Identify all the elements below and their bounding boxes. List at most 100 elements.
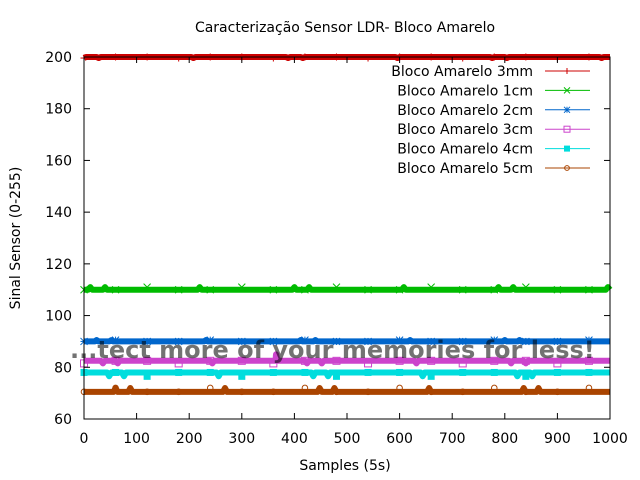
series-3-point: [585, 336, 593, 344]
series-4-point: [521, 356, 530, 365]
legend-entry: Bloco Amarelo 4cm: [397, 142, 590, 158]
series-1-point: [364, 54, 372, 62]
series-6-point: [143, 388, 151, 396]
x-tick-label: 0: [80, 431, 89, 447]
series-6-point: [554, 388, 561, 396]
legend-label: Bloco Amarelo 2cm: [397, 103, 533, 119]
x-axis-title: Samples (5s): [299, 458, 390, 474]
series-5-point: [364, 368, 372, 376]
x-tick-label: 100: [123, 431, 150, 447]
y-tick-label: 160: [45, 153, 72, 169]
series-5-point: [522, 372, 530, 380]
series-6-point: [112, 384, 119, 392]
legend-entry: Bloco Amarelo 3mm: [391, 64, 590, 80]
legend-label: Bloco Amarelo 5cm: [397, 161, 533, 177]
series-5-point: [143, 372, 151, 380]
x-tick-label: 300: [228, 431, 255, 447]
legend-marker: [563, 87, 571, 94]
series-4-point: [206, 356, 215, 365]
series-4-point: [332, 356, 341, 365]
legend-entry: Bloco Amarelo 1cm: [397, 83, 590, 99]
series-3-point: [111, 336, 120, 344]
series-2-point: [237, 283, 246, 291]
overlay-watermark-text: ...tect more of your memories for less!: [70, 336, 595, 364]
y-tick-label: 60: [54, 412, 72, 428]
y-tick-label: 180: [45, 102, 72, 118]
series-3-point: [458, 337, 467, 346]
series-5-point: [175, 368, 183, 376]
x-tick-label: 500: [334, 431, 361, 447]
series-2-point: [521, 283, 530, 291]
series-2-point: [553, 285, 562, 294]
series-5-point: [396, 368, 404, 376]
series-4-point: [427, 356, 436, 365]
series-5-point: [553, 368, 561, 376]
series-4-point: [458, 359, 467, 368]
legend: Bloco Amarelo 3mm Bloco Amarelo 1cm Bloco …: [391, 64, 590, 177]
series-6-point: [522, 388, 530, 396]
series-2-point: [143, 283, 151, 291]
series-6-point: [585, 384, 593, 392]
y-tick-label: 100: [45, 309, 72, 325]
series-2-point: [111, 285, 120, 294]
series-6-point: [270, 388, 277, 396]
x-tick-label: 800: [491, 431, 518, 447]
series-line-2: [83, 284, 613, 293]
series-4-point: [174, 359, 183, 368]
y-axis-title: Sinal Sensor (0-255): [8, 167, 24, 310]
series-4-point: [237, 356, 246, 365]
series-line-6: [83, 385, 611, 395]
series-3-point: [269, 337, 278, 346]
x-tick-label: 200: [176, 431, 203, 447]
series-2-point: [332, 283, 341, 291]
series-2-point: [395, 285, 404, 294]
series-4-point: [490, 356, 499, 365]
series-6-point: [459, 388, 467, 396]
series-4-point: [300, 356, 309, 365]
legend-marker: [564, 145, 570, 152]
legend-label: Bloco Amarelo 3mm: [391, 64, 533, 80]
series-6-point: [396, 384, 403, 392]
series-6-point: [301, 384, 309, 392]
series-5-point: [206, 368, 214, 376]
series-4-point: [364, 359, 373, 368]
legend-entry: Bloco Amarelo 5cm: [397, 161, 590, 177]
series-6-point: [333, 388, 340, 396]
series-1-point: [175, 54, 183, 62]
series-2-point: [269, 285, 278, 294]
series-3-point: [427, 337, 436, 346]
series-5-point: [238, 372, 246, 380]
legend-entry: Bloco Amarelo 3cm: [397, 122, 590, 138]
series-5-point: [332, 372, 340, 380]
legend-label: Bloco Amarelo 4cm: [397, 142, 533, 158]
series-2-point: [585, 285, 593, 294]
series-4-point: [111, 356, 120, 365]
series-3-point: [332, 337, 341, 346]
series-1-point: [459, 54, 467, 62]
series-2-point: [490, 285, 499, 294]
series-1-point: [269, 54, 277, 62]
series-4-point: [584, 356, 593, 365]
legend-marker: [564, 68, 570, 74]
series-2-point: [458, 285, 467, 294]
series-2-point: [427, 283, 436, 291]
series-6-point: [490, 384, 498, 392]
series-3-point: [490, 336, 499, 344]
series-3-point: [143, 337, 151, 346]
legend-label: Bloco Amarelo 1cm: [397, 83, 533, 99]
x-tick-label: 400: [281, 431, 308, 447]
series-4-point: [143, 356, 152, 365]
series-6-point: [175, 388, 182, 396]
legend-entry: Bloco Amarelo 2cm: [397, 103, 590, 119]
series-5-point: [301, 368, 309, 376]
legend-label: Bloco Amarelo 3cm: [397, 122, 533, 138]
series-5-point: [269, 368, 277, 376]
series-5-point: [459, 368, 467, 376]
legend-marker: [563, 106, 571, 114]
y-tick-label: 120: [45, 257, 72, 273]
series-2-point: [174, 285, 183, 294]
x-tick-label: 700: [439, 431, 466, 447]
series-3-point: [301, 336, 309, 344]
